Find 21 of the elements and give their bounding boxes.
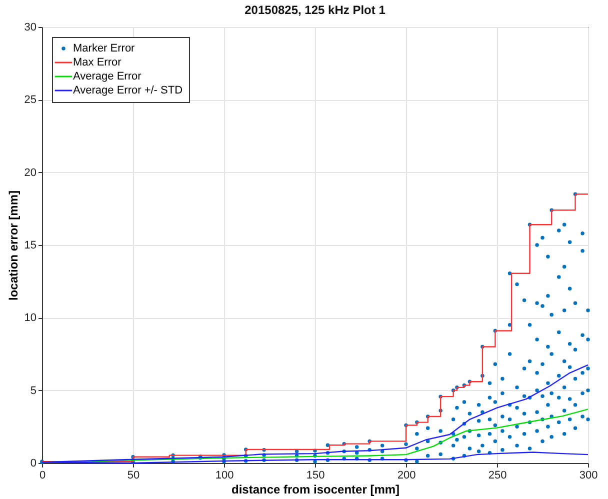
legend-label: Average Error +/- STD xyxy=(73,84,183,96)
y-tick-label: 25 xyxy=(24,94,36,106)
chart-title: 20150825, 125 kHz Plot 1 xyxy=(244,3,386,17)
y-tick-label: 10 xyxy=(24,312,36,324)
legend-label: Max Error xyxy=(73,56,122,68)
y-tick-label: 15 xyxy=(24,240,36,252)
y-tick-label: 5 xyxy=(30,384,36,397)
y-axis-title: location error [mm] xyxy=(6,190,20,301)
x-tick-label: 300 xyxy=(579,470,598,482)
y-tick-label: 20 xyxy=(24,166,36,179)
legend-label: Marker Error xyxy=(73,42,136,54)
y-tick-label: 0 xyxy=(30,458,36,470)
x-tick-label: 100 xyxy=(215,470,234,482)
x-tick-label: 200 xyxy=(397,470,416,482)
x-tick-label: 150 xyxy=(306,470,325,482)
x-tick-label: 50 xyxy=(127,470,140,482)
x-tick-label: 250 xyxy=(488,470,507,482)
x-axis-title: distance from isocenter [mm] xyxy=(231,482,400,496)
legend-label: Average Error xyxy=(73,70,142,82)
y-tick-label: 30 xyxy=(24,22,36,34)
x-tick-label: 0 xyxy=(39,470,46,482)
